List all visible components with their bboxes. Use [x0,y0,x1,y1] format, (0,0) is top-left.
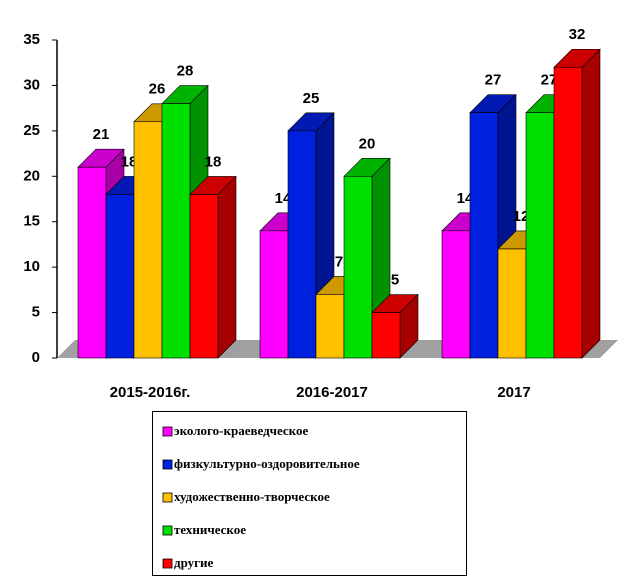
value-label: 27 [485,72,502,89]
y-tick-label: 5 [32,304,40,321]
bar [161,103,191,359]
value-label: 14 [275,190,292,207]
bar [189,194,219,359]
y-tick-label: 30 [23,76,40,93]
legend-swatch [162,459,173,470]
value-label: 18 [205,153,222,170]
bar [441,230,471,359]
bar [105,194,135,359]
value-label: 28 [177,63,194,80]
value-label: 7 [335,253,343,270]
bar [315,294,345,359]
value-label: 5 [391,272,399,289]
bar [525,112,555,359]
bar-side [217,175,237,359]
legend-label: физкультурно-оздоровительное [174,456,360,471]
legend-label: художественно-творческое [174,489,330,504]
value-label: 12 [513,208,530,225]
legend-label: техническое [174,522,246,537]
value-label: 18 [121,153,138,170]
y-tick-label: 15 [23,213,40,230]
legend [152,411,467,576]
x-tick-label: 2017 [497,384,530,401]
value-label: 32 [569,26,586,43]
value-label: 27 [541,72,558,89]
bar-side [581,48,601,359]
legend-swatch [162,492,173,503]
x-tick-label: 2015-2016г. [110,384,191,401]
y-tick-label: 25 [23,122,40,139]
bar [469,112,499,359]
bar [371,312,401,359]
value-label: 14 [457,190,474,207]
legend-swatch [162,558,173,569]
y-tick-label: 0 [32,349,40,366]
value-label: 25 [303,90,320,107]
legend-swatch [162,525,173,536]
bar [553,66,583,359]
y-tick-label: 20 [23,167,40,184]
value-label: 21 [93,126,110,143]
legend-label: эколого-краеведческое [174,423,309,438]
x-tick-label: 2016-2017 [296,384,368,401]
y-tick-label: 35 [23,31,40,48]
legend-swatch [162,426,173,437]
value-label: 26 [149,81,166,98]
bar [77,166,107,359]
bar [497,248,527,359]
bar [287,130,317,359]
bar [259,230,289,359]
value-label: 20 [359,135,376,152]
y-tick-label: 10 [23,258,40,275]
bar [133,121,163,359]
legend-label: другие [174,555,214,570]
bar [343,175,373,359]
